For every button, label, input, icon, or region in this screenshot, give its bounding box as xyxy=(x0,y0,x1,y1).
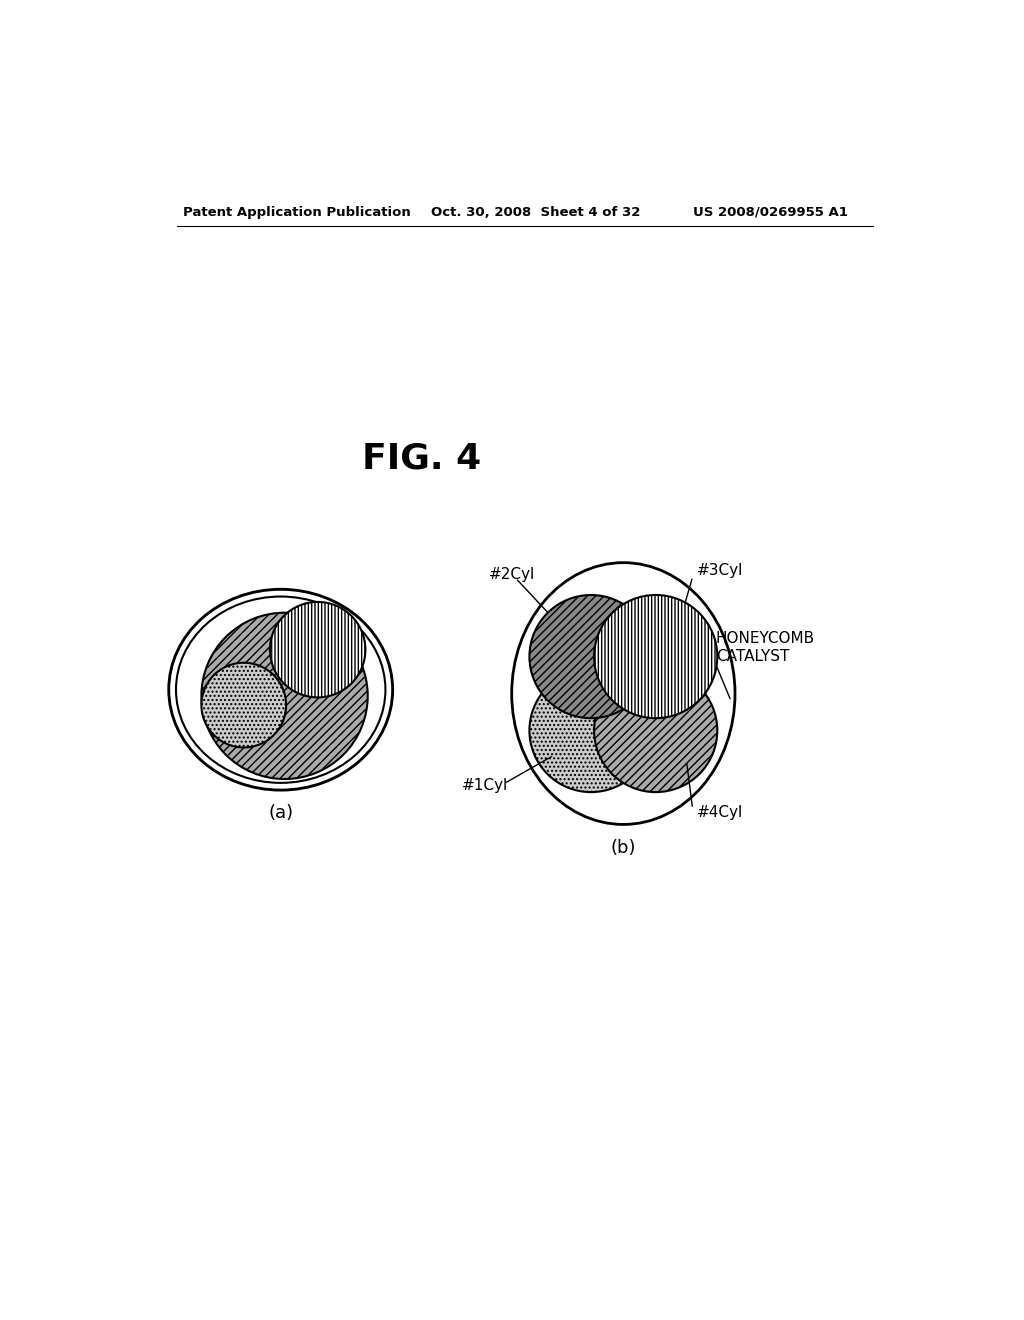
Text: (a): (a) xyxy=(268,804,293,822)
Text: #2Cyl: #2Cyl xyxy=(488,566,535,582)
Text: FIG. 4: FIG. 4 xyxy=(361,442,481,475)
Circle shape xyxy=(202,663,286,747)
Text: US 2008/0269955 A1: US 2008/0269955 A1 xyxy=(692,206,848,219)
Circle shape xyxy=(594,669,717,792)
Ellipse shape xyxy=(169,590,392,789)
Circle shape xyxy=(529,595,652,718)
Ellipse shape xyxy=(170,591,391,788)
Circle shape xyxy=(594,595,717,718)
Text: #1Cyl: #1Cyl xyxy=(462,779,508,793)
Text: Oct. 30, 2008  Sheet 4 of 32: Oct. 30, 2008 Sheet 4 of 32 xyxy=(431,206,640,219)
Circle shape xyxy=(270,602,366,697)
Text: Patent Application Publication: Patent Application Publication xyxy=(183,206,411,219)
Circle shape xyxy=(202,612,368,779)
Text: HONEYCOMB
CATALYST: HONEYCOMB CATALYST xyxy=(716,631,815,664)
Text: (b): (b) xyxy=(610,838,636,857)
Ellipse shape xyxy=(512,562,735,825)
Text: #3Cyl: #3Cyl xyxy=(696,562,742,578)
Text: #4Cyl: #4Cyl xyxy=(696,805,742,821)
Circle shape xyxy=(529,669,652,792)
